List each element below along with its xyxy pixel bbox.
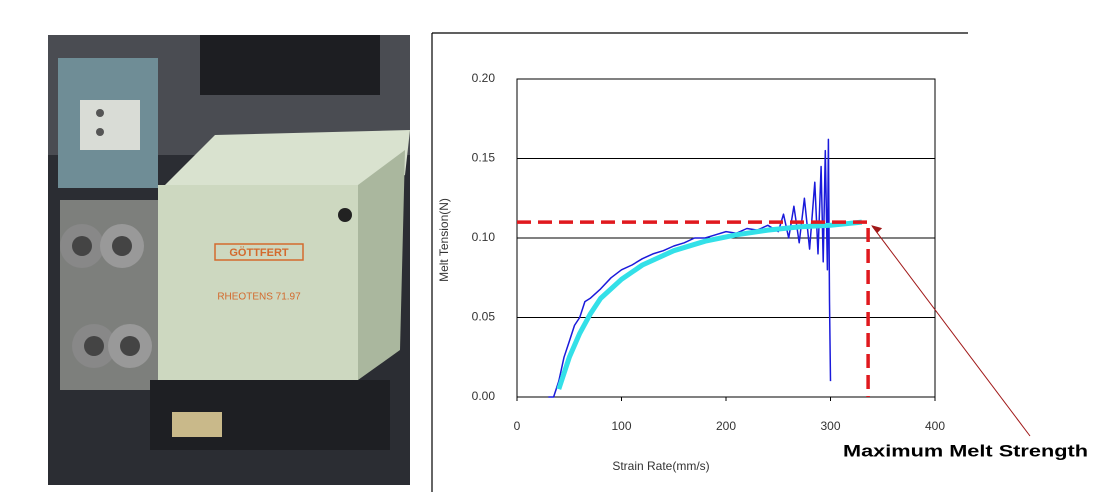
series-line (556, 219, 863, 390)
brand-label: GÖTTFERT (229, 246, 289, 259)
y-tick-label: 0.00 (472, 389, 496, 403)
x-tick-label: 100 (611, 419, 631, 433)
arrow-head (871, 225, 883, 234)
y-tick-label: 0.20 (472, 71, 496, 85)
y-tick-label: 0.10 (472, 230, 496, 244)
x-tick-label: 0 (514, 419, 521, 433)
y-tick-label: 0.05 (472, 310, 496, 324)
annotation-arrow (871, 225, 1031, 437)
x-tick-label: 200 (716, 419, 736, 433)
model-label: RHEOTENS 71.97 (217, 292, 301, 303)
plot: 0.00 0.05 0.10 0.15 0.20 0 100 200 300 400 Maximum… (472, 71, 1088, 460)
y-tick-label: 0.15 (472, 151, 496, 165)
series-line (517, 220, 870, 397)
x-tick-label: 300 (820, 419, 840, 433)
machine-photo: GÖTTFERT RHEOTENS 71.97 (48, 35, 410, 485)
annotation-text: Maximum Melt Strength (843, 441, 1088, 460)
y-axis-label: Melt Tension(N) (437, 198, 451, 282)
x-axis-label: Strain Rate(mm/s) (612, 459, 709, 473)
series-line (548, 138, 832, 398)
x-tick-label: 400 (925, 419, 945, 433)
